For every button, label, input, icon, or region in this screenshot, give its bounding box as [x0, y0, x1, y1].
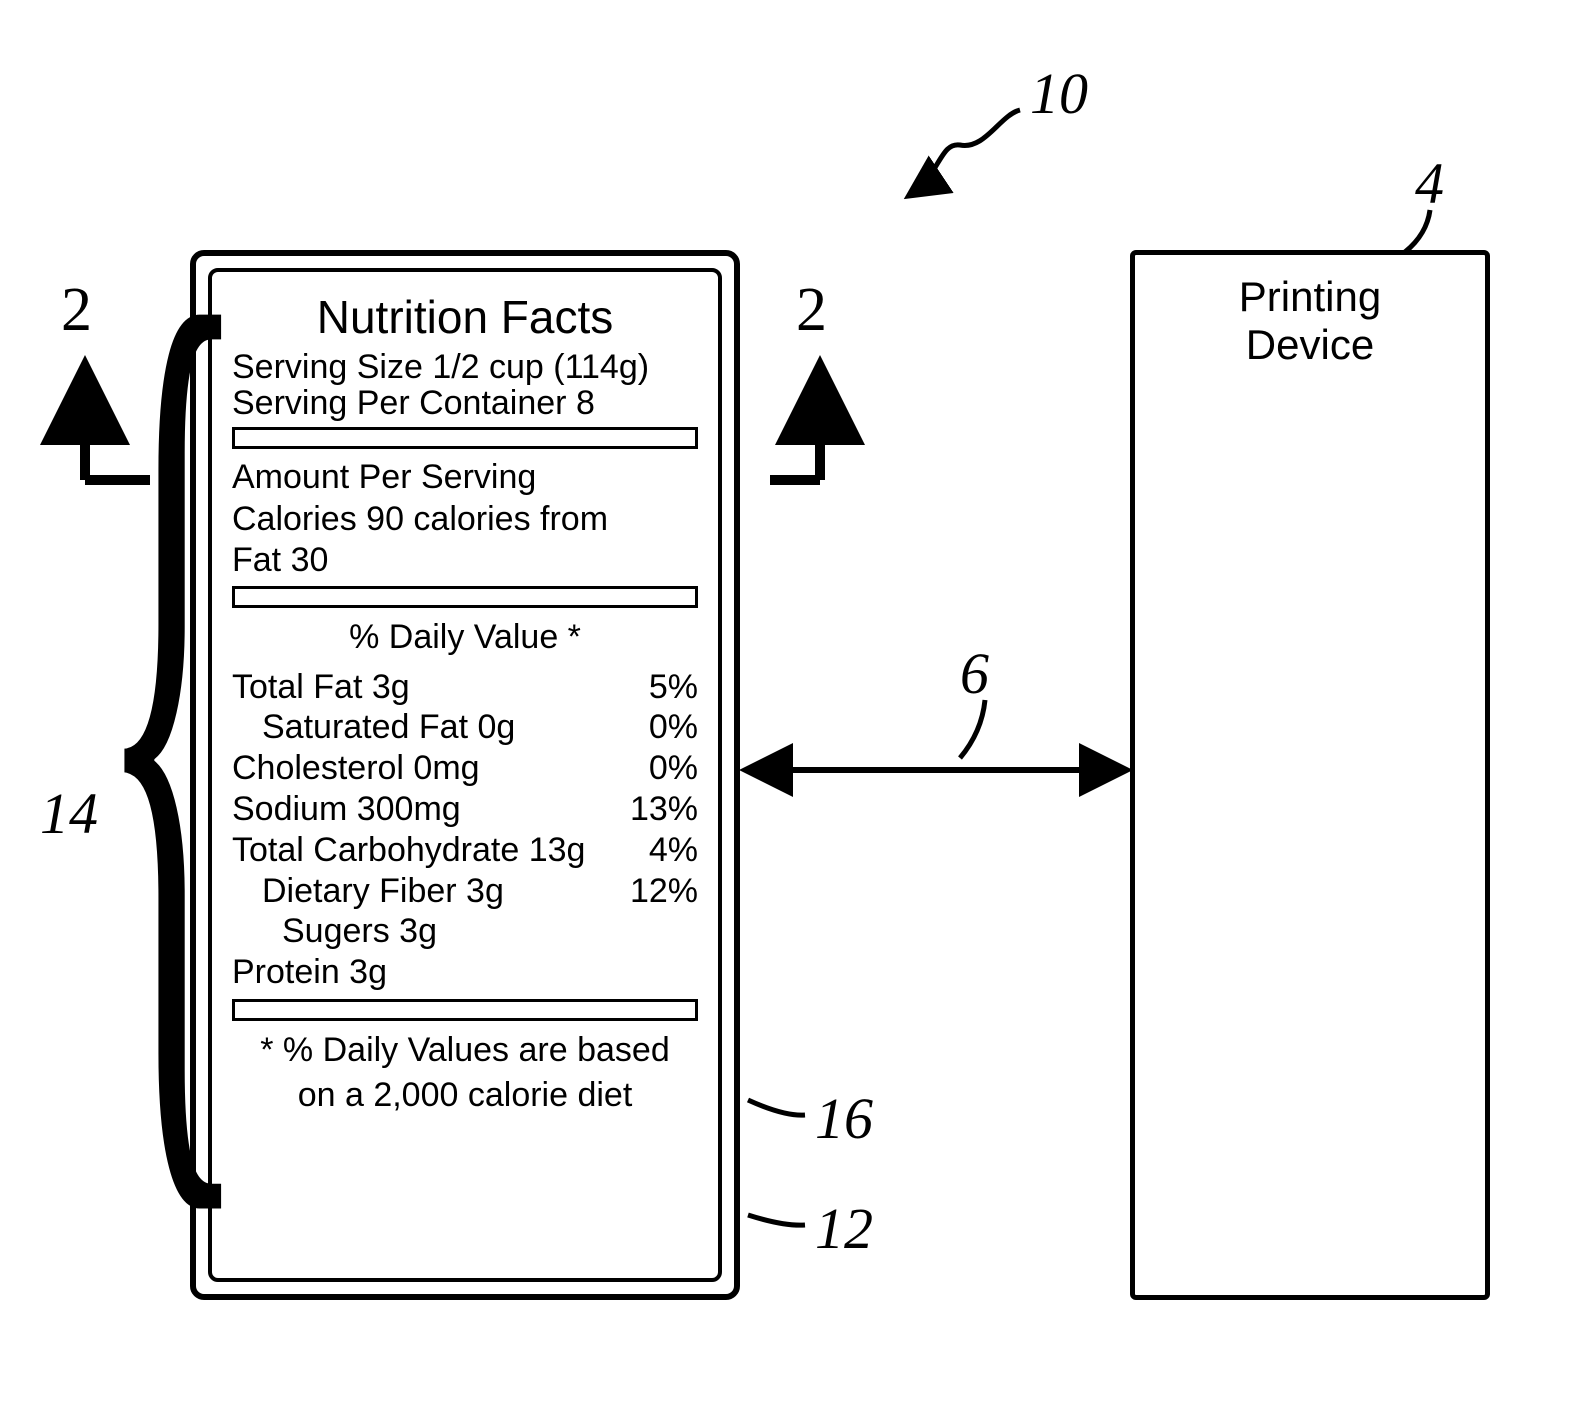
brace-icon: {	[95, 160, 251, 1240]
nutrient-pct: 4%	[608, 830, 698, 871]
divider-bar	[232, 999, 698, 1021]
nutrient-name: Sodium 300mg	[232, 789, 608, 830]
nutrient-row: Protein 3g	[232, 952, 698, 993]
printing-device-box: Printing Device	[1130, 250, 1490, 1300]
nutrient-name: Saturated Fat 0g	[232, 707, 608, 748]
nutrient-pct: 13%	[608, 789, 698, 830]
nutrition-label-inner: Nutrition Facts Serving Size 1/2 cup (11…	[208, 268, 722, 1282]
leader-10	[910, 110, 1020, 195]
ref-4: 4	[1415, 150, 1444, 217]
amount-per-serving-1: Amount Per Serving	[232, 459, 698, 496]
nutrient-name: Dietary Fiber 3g	[232, 871, 608, 912]
ref-10: 10	[1030, 60, 1088, 127]
divider-bar	[232, 586, 698, 608]
leader-12	[748, 1215, 805, 1225]
nutrient-name: Total Carbohydrate 13g	[232, 830, 608, 871]
section-marker-num: 2	[796, 275, 827, 346]
section-marker-left: 2	[55, 345, 125, 505]
nutrient-name: Sugers 3g	[232, 911, 608, 952]
nutrient-row: Dietary Fiber 3g12%	[232, 871, 698, 912]
ref-6: 6	[960, 640, 989, 707]
nutrient-row: Saturated Fat 0g0%	[232, 707, 698, 748]
nutrient-pct: 0%	[608, 707, 698, 748]
ref-14: 14	[40, 780, 98, 847]
ref-12: 12	[815, 1195, 873, 1262]
nutrition-title: Nutrition Facts	[232, 290, 698, 344]
nutrient-row: Sodium 300mg13%	[232, 789, 698, 830]
serving-size: Serving Size 1/2 cup (114g)	[232, 350, 698, 386]
nutrient-row: Cholesterol 0mg0%	[232, 748, 698, 789]
nutrient-rows: Total Fat 3g5%Saturated Fat 0g0%Choleste…	[232, 667, 698, 993]
section-marker-right: 2	[790, 345, 860, 505]
amount-per-serving-2: Calories 90 calories from	[232, 501, 698, 538]
nutrient-pct	[608, 911, 698, 952]
printing-device-label-2: Device	[1135, 321, 1485, 369]
servings-per-container: Serving Per Container 8	[232, 386, 698, 422]
nutrient-name: Total Fat 3g	[232, 667, 608, 708]
nutrient-pct: 0%	[608, 748, 698, 789]
divider-bar	[232, 427, 698, 449]
nutrient-pct: 5%	[608, 667, 698, 708]
nutrient-pct: 12%	[608, 871, 698, 912]
nutrition-label-outer: Nutrition Facts Serving Size 1/2 cup (11…	[190, 250, 740, 1300]
ref-16: 16	[815, 1085, 873, 1152]
diagram-canvas: Nutrition Facts Serving Size 1/2 cup (11…	[0, 0, 1577, 1413]
section-marker-num: 2	[61, 275, 92, 346]
footnote-line-1: * % Daily Values are based	[232, 1031, 698, 1070]
printing-device-label-1: Printing	[1135, 273, 1485, 321]
amount-per-serving-3: Fat 30	[232, 542, 698, 579]
nutrient-name: Protein 3g	[232, 952, 608, 993]
daily-value-header: % Daily Value *	[232, 618, 698, 657]
nutrient-pct	[608, 952, 698, 993]
nutrient-row: Total Fat 3g5%	[232, 667, 698, 708]
leader-16	[748, 1100, 805, 1115]
nutrient-row: Sugers 3g	[232, 911, 698, 952]
footnote-line-2: on a 2,000 calorie diet	[232, 1076, 698, 1115]
nutrient-row: Total Carbohydrate 13g4%	[232, 830, 698, 871]
leader-6	[960, 700, 985, 758]
nutrient-name: Cholesterol 0mg	[232, 748, 608, 789]
